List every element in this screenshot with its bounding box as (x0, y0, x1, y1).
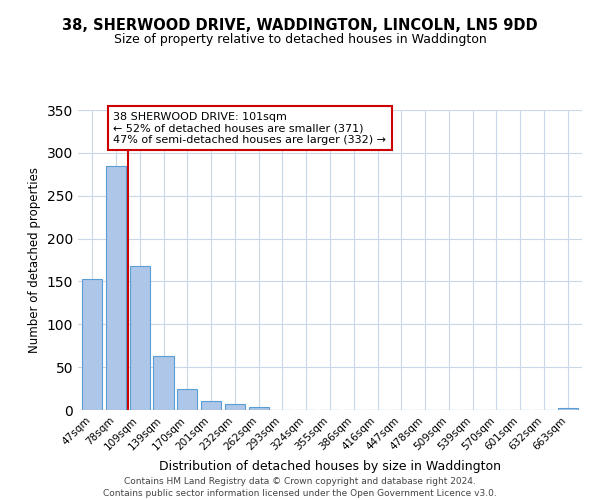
Text: 38 SHERWOOD DRIVE: 101sqm
← 52% of detached houses are smaller (371)
47% of semi: 38 SHERWOOD DRIVE: 101sqm ← 52% of detac… (113, 112, 386, 144)
Bar (82, 279, 103, 410)
Text: Contains HM Land Registry data © Crown copyright and database right 2024.: Contains HM Land Registry data © Crown c… (124, 478, 476, 486)
Bar (201, 402, 221, 410)
Bar (106, 166, 126, 410)
Text: 38, SHERWOOD DRIVE, WADDINGTON, LINCOLN, LN5 9DD: 38, SHERWOOD DRIVE, WADDINGTON, LINCOLN,… (62, 18, 538, 32)
Bar (130, 266, 150, 410)
Bar (557, 408, 578, 410)
Bar (225, 404, 245, 410)
Text: Contains public sector information licensed under the Open Government Licence v3: Contains public sector information licen… (103, 489, 497, 498)
Y-axis label: Number of detached properties: Number of detached properties (28, 167, 41, 353)
Bar (177, 390, 197, 410)
Bar (154, 356, 173, 410)
X-axis label: Distribution of detached houses by size in Waddington: Distribution of detached houses by size … (159, 460, 501, 473)
Text: Size of property relative to detached houses in Waddington: Size of property relative to detached ho… (113, 32, 487, 46)
Bar (248, 408, 269, 410)
